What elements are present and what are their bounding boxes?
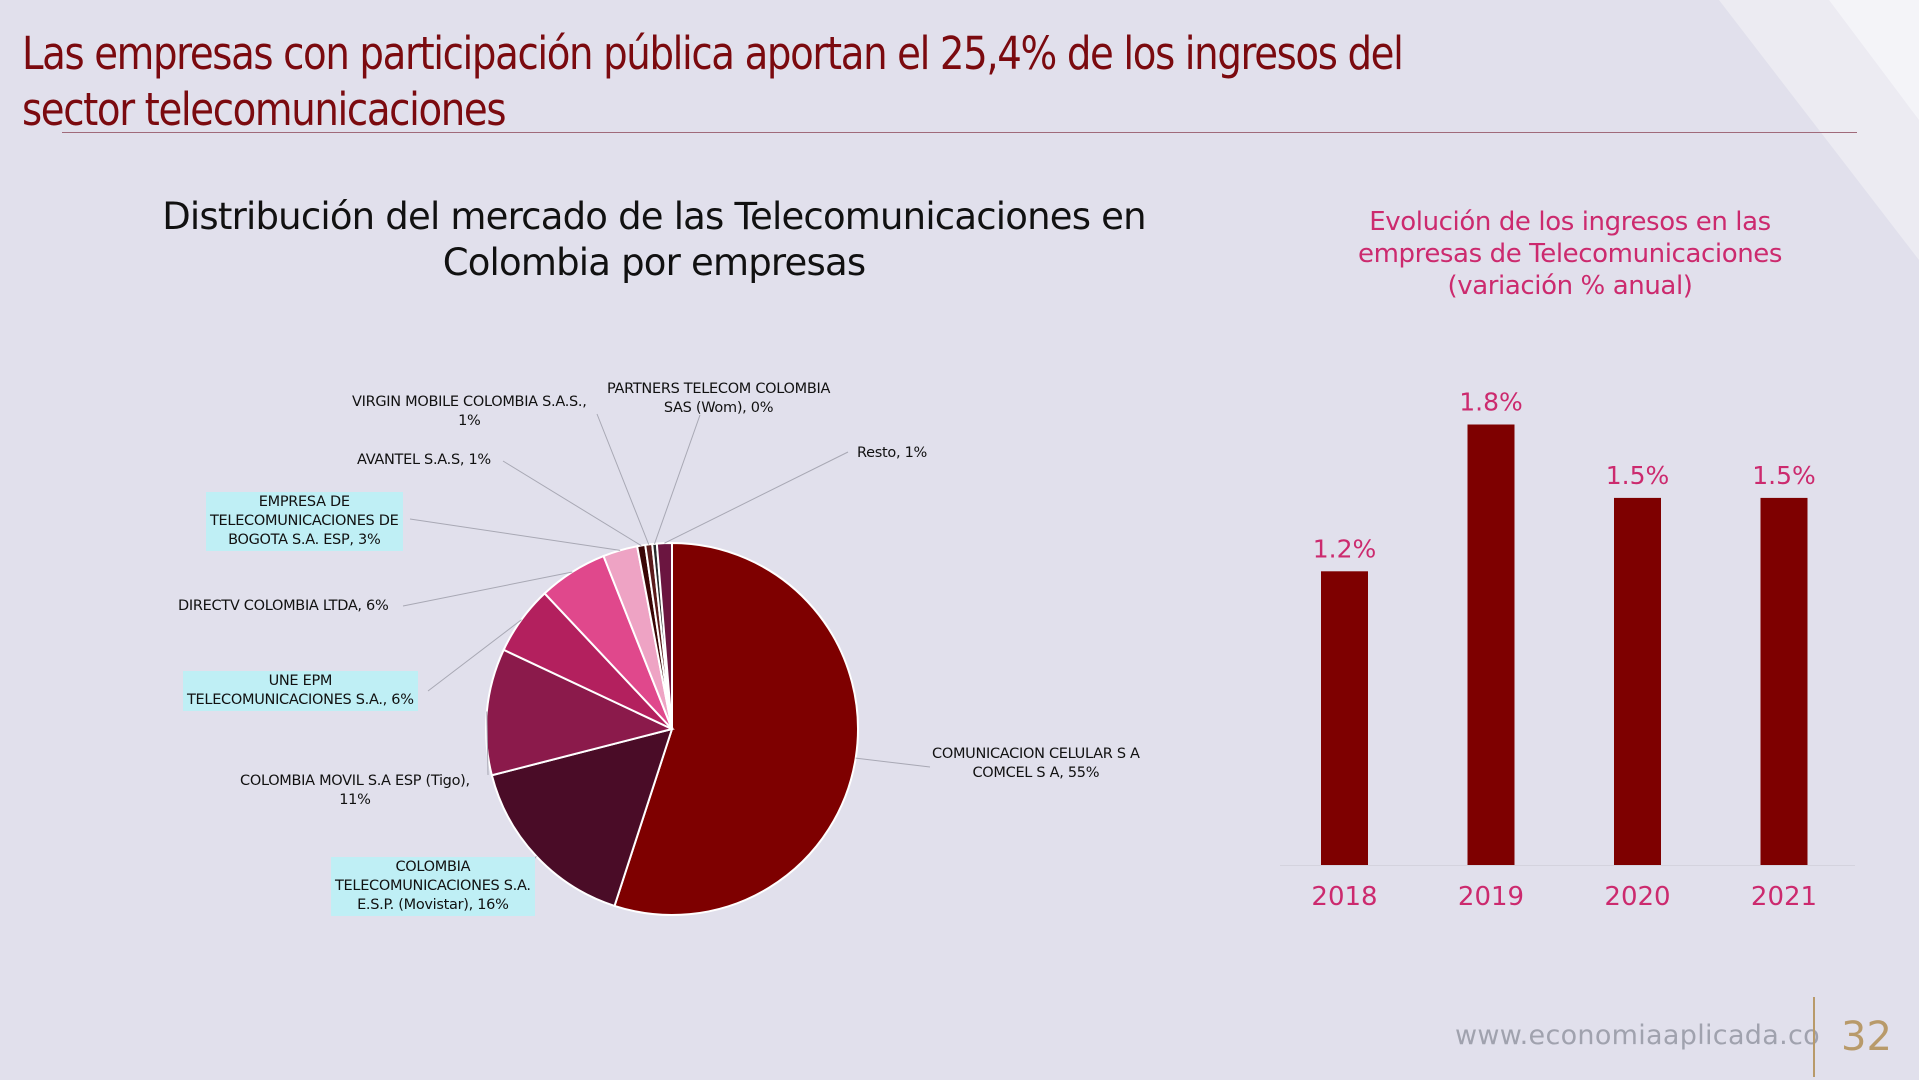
bar-value-label-2018: 1.2% (1313, 534, 1377, 563)
pie-leader-line-6 (502, 460, 642, 547)
bar-chart-title: Evolución de los ingresos en las empresa… (1357, 207, 1783, 301)
bar-2019 (1467, 424, 1515, 865)
pie-leader-line-9 (664, 451, 849, 544)
pie-leader-line-4 (402, 571, 573, 607)
pie-leader-line-0 (855, 757, 931, 768)
pie-leader-line-7 (596, 413, 650, 545)
bar-value-label-2021: 1.5% (1752, 461, 1816, 490)
pie-chart (402, 413, 931, 916)
pie-leader-line-5 (409, 518, 621, 551)
pie-leader-line-3 (427, 619, 522, 692)
bar-2018 (1321, 571, 1368, 865)
pie-label-virgin: VIRGIN MOBILE COLOMBIA S.A.S., 1% (352, 394, 587, 429)
decorative-corner-shape (1719, 0, 1919, 260)
bar-category-label-2018: 2018 (1311, 882, 1377, 912)
bar-2020 (1614, 497, 1661, 865)
pie-label-comcel: COMUNICACION CELULAR S A COMCEL S A, 55% (932, 746, 1140, 781)
pie-label-tigo: COLOMBIA MOVIL S.A ESP (Tigo), 11% (240, 773, 470, 808)
pie-slice-0 (613, 541, 859, 916)
bar-value-label-2019: 1.8% (1459, 388, 1523, 417)
pie-leader-line-2 (486, 711, 489, 776)
pie-label-movistar: COLOMBIA TELECOMUNICACIONES S.A. E.S.P. … (331, 857, 535, 916)
bar-chart: 1.2% 2018 1.8% 2019 1.5% 2020 1.5% 2021 (1280, 388, 1855, 912)
title-divider (62, 132, 1857, 133)
footer-divider (1813, 997, 1815, 1077)
pie-label-une-epm: UNE EPM TELECOMUNICACIONES S.A., 6% (183, 671, 418, 711)
bar-category-label-2020: 2020 (1604, 882, 1670, 912)
pie-label-avantel: AVANTEL S.A.S, 1% (357, 452, 491, 468)
bar-value-label-2020: 1.5% (1606, 461, 1670, 490)
slide-title: Las empresas con participación pública a… (22, 27, 1404, 136)
bar-category-label-2021: 2021 (1751, 882, 1817, 912)
pie-slice-1 (490, 727, 674, 908)
pie-label-wom: PARTNERS TELECOM COLOMBIA SAS (Wom), 0% (607, 381, 831, 416)
pie-label-etb: EMPRESA DE TELECOMUNICACIONES DE BOGOTA … (206, 492, 403, 551)
bar-2021 (1760, 497, 1808, 865)
pie-chart-title: Distribución del mercado de las Telecomu… (162, 195, 1146, 284)
page-number: 32 (1841, 1014, 1892, 1060)
pie-label-directv: DIRECTV COLOMBIA LTDA, 6% (178, 598, 389, 614)
pie-label-resto: Resto, 1% (857, 445, 927, 461)
bar-category-label-2019: 2019 (1458, 882, 1524, 912)
pie-leader-line-8 (654, 414, 701, 544)
footer-website[interactable]: www.economiaaplicada.co (1455, 1020, 1820, 1051)
